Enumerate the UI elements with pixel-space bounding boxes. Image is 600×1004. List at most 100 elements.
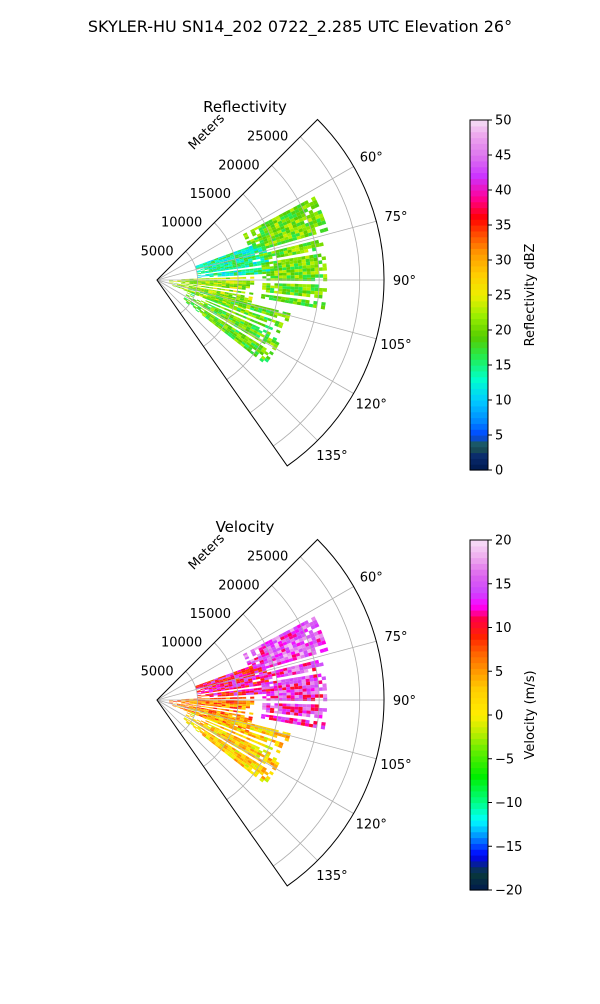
reflectivity-echo-cell bbox=[255, 325, 260, 330]
velocity-echo-cell bbox=[209, 693, 214, 695]
velocity-echo-cell bbox=[237, 707, 242, 710]
velocity-echo-cell bbox=[199, 713, 204, 716]
reflectivity-echo-cell bbox=[246, 252, 251, 256]
velocity-echo-cell bbox=[233, 690, 238, 693]
reflectivity-echo-cell bbox=[201, 285, 206, 288]
velocity-echo-cell bbox=[213, 738, 218, 743]
velocity-echo-cell bbox=[289, 680, 294, 685]
reflectivity-colorbar-band bbox=[470, 417, 488, 424]
velocity-echo-cell bbox=[280, 636, 285, 641]
reflectivity-echo-cell bbox=[274, 270, 279, 274]
reflectivity-echo-cell bbox=[181, 281, 186, 282]
reflectivity-echo-cell bbox=[286, 286, 291, 290]
reflectivity-echo-cell bbox=[249, 307, 255, 311]
reflectivity-azimuth-tick-label: 90° bbox=[393, 274, 416, 289]
velocity-echo-cell bbox=[226, 676, 231, 680]
velocity-echo-cell bbox=[309, 621, 315, 627]
reflectivity-echo-cell bbox=[273, 343, 279, 349]
reflectivity-echo-cell bbox=[265, 355, 271, 361]
velocity-echo-cell bbox=[265, 665, 270, 669]
velocity-colorbar-tick-label: 5 bbox=[495, 665, 503, 680]
reflectivity-echo-cell bbox=[230, 301, 235, 305]
velocity-echo-cell bbox=[221, 694, 226, 697]
velocity-echo-cell bbox=[297, 682, 303, 687]
reflectivity-echo-cell bbox=[212, 289, 217, 292]
velocity-echo-cell bbox=[213, 720, 218, 724]
velocity-echo-cell bbox=[303, 620, 309, 626]
velocity-echo-cell bbox=[266, 751, 272, 756]
reflectivity-echo-cell bbox=[197, 276, 202, 278]
reflectivity-echo-cell bbox=[224, 293, 229, 296]
velocity-echo-cell bbox=[255, 754, 261, 759]
reflectivity-echo-cell bbox=[230, 335, 235, 340]
velocity-echo-cell bbox=[214, 729, 219, 733]
velocity-echo-cell bbox=[311, 667, 317, 672]
reflectivity-echo-cell bbox=[296, 301, 302, 306]
reflectivity-echo-cell bbox=[302, 265, 307, 269]
velocity-echo-cell bbox=[188, 707, 193, 709]
velocity-echo-cell bbox=[241, 705, 246, 709]
reflectivity-echo-cell bbox=[302, 290, 307, 294]
velocity-echo-cell bbox=[277, 661, 282, 666]
velocity-azimuth-tick-label: 90° bbox=[393, 694, 416, 709]
velocity-echo-cell bbox=[238, 724, 243, 727]
reflectivity-echo-cell bbox=[238, 253, 243, 256]
velocity-colorbar-band bbox=[470, 860, 488, 868]
velocity-echo-cell bbox=[177, 700, 182, 702]
reflectivity-echo-cell bbox=[242, 276, 247, 279]
reflectivity-echo-cell bbox=[290, 266, 295, 270]
reflectivity-echo-cell bbox=[322, 266, 327, 271]
reflectivity-echo-cell bbox=[266, 225, 272, 230]
reflectivity-echo-cell bbox=[212, 266, 217, 269]
velocity-echo-cell bbox=[236, 714, 241, 717]
velocity-echo-cell bbox=[192, 719, 197, 722]
reflectivity-echo-cell bbox=[221, 320, 226, 325]
reflectivity-echo-cell bbox=[314, 214, 320, 220]
reflectivity-echo-cell bbox=[216, 321, 221, 325]
reflectivity-echo-cell bbox=[219, 297, 224, 300]
velocity-echo-cell bbox=[169, 700, 174, 701]
velocity-echo-cell bbox=[266, 693, 271, 697]
reflectivity-echo-cell bbox=[254, 306, 259, 310]
reflectivity-echo-cell bbox=[267, 239, 273, 243]
velocity-echo-cell bbox=[252, 760, 257, 765]
reflectivity-echo-cell bbox=[185, 280, 190, 282]
velocity-echo-cell bbox=[266, 645, 272, 650]
velocity-echo-cell bbox=[224, 683, 229, 687]
velocity-echo-cell bbox=[209, 703, 214, 706]
reflectivity-colorbar-band bbox=[470, 271, 488, 279]
reflectivity-echo-cell bbox=[293, 216, 299, 221]
reflectivity-echo-cell bbox=[301, 259, 306, 263]
velocity-echo-cell bbox=[304, 642, 310, 647]
velocity-echo-cell bbox=[209, 695, 214, 698]
reflectivity-echo-cell bbox=[237, 333, 242, 338]
reflectivity-echo-cell bbox=[229, 330, 234, 335]
reflectivity-echo-cell bbox=[261, 264, 266, 268]
reflectivity-echo-cell bbox=[216, 312, 222, 316]
reflectivity-echo-cell bbox=[168, 282, 173, 284]
velocity-echo-cell bbox=[217, 703, 222, 705]
reflectivity-echo-cell bbox=[219, 263, 225, 266]
velocity-echo-cell bbox=[310, 681, 315, 685]
velocity-colorbar-band bbox=[470, 709, 488, 716]
reflectivity-echo-cell bbox=[253, 330, 258, 334]
reflectivity-echo-cell bbox=[314, 270, 319, 275]
reflectivity-echo-cell bbox=[221, 288, 226, 291]
reflectivity-echo-cell bbox=[287, 235, 293, 240]
reflectivity-echo-cell bbox=[278, 223, 284, 228]
reflectivity-echo-cell bbox=[229, 282, 234, 284]
reflectivity-echo-cell bbox=[310, 264, 315, 269]
velocity-echo-cell bbox=[240, 728, 246, 732]
reflectivity-echo-cell bbox=[270, 268, 275, 272]
velocity-echo-cell bbox=[319, 694, 324, 698]
reflectivity-echo-cell bbox=[202, 305, 207, 308]
velocity-colorbar-band bbox=[470, 843, 488, 850]
velocity-echo-cell bbox=[314, 690, 319, 695]
velocity-echo-cell bbox=[255, 676, 261, 680]
reflectivity-range-ring bbox=[249, 165, 320, 414]
velocity-echo-cell bbox=[305, 678, 310, 683]
velocity-echo-cell bbox=[256, 751, 262, 756]
velocity-echo-cell bbox=[193, 701, 198, 702]
reflectivity-echo-cell bbox=[235, 320, 240, 325]
velocity-echo-cell bbox=[271, 657, 277, 662]
